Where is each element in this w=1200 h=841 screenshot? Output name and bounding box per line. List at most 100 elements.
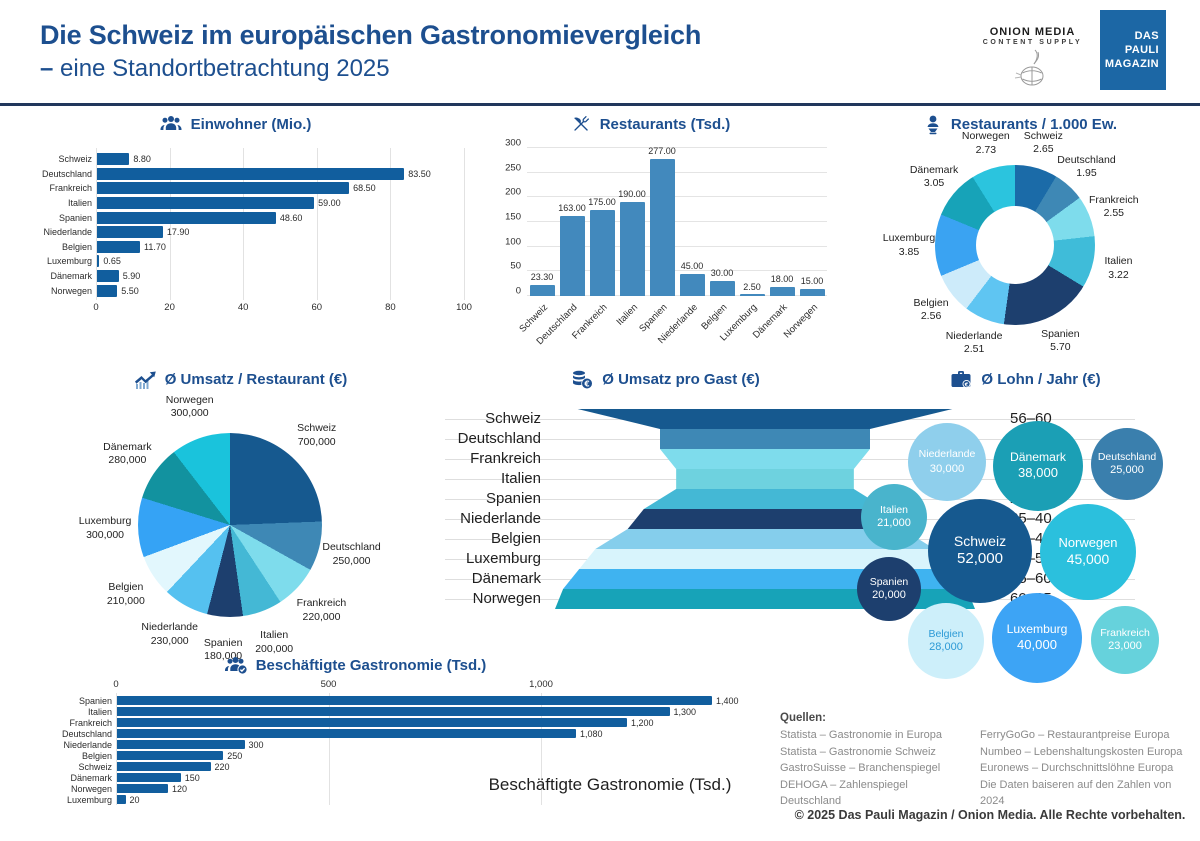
slice-label: Frankreich 220,000: [275, 597, 367, 624]
bubble-name: Frankreich: [1100, 626, 1150, 639]
value-label: 250: [227, 750, 243, 761]
slice-label-name: Deutschland: [322, 541, 381, 554]
slice-label: Norwegen 300,000: [144, 394, 236, 421]
subtitle-dash: –: [40, 55, 54, 82]
slice-label: Luxemburg 3.85: [863, 232, 955, 259]
bubble-luxemburg: Luxemburg 40,000: [992, 593, 1082, 683]
value-label: 83.50: [408, 168, 431, 179]
onion-logo-line1: ONION MEDIA: [989, 26, 1076, 38]
value-label: 20: [129, 794, 140, 805]
slice-label: Niederlande 2.51: [928, 330, 1020, 357]
slice-label-name: Spanien: [203, 636, 243, 649]
category-label: Luxemburg: [46, 256, 92, 267]
page-subtitle: – eine Standortbetrachtung 2025: [40, 55, 701, 83]
gridline: [169, 148, 171, 300]
bubble-name: Italien: [879, 503, 909, 516]
category-label: Deutschland: [457, 430, 541, 447]
axis-tick-label: 80: [385, 302, 396, 313]
cutlery-icon: [570, 113, 592, 135]
value-label: 120: [172, 783, 188, 794]
bar: [559, 215, 585, 296]
value-label: 15.00: [800, 275, 824, 286]
bar-row: Schweiz 220: [60, 761, 760, 772]
chart-body-umsatz-restaurant: Schweiz 700,000 Deutschland 250,000 Frankrei…: [70, 365, 410, 665]
gridline: [527, 221, 827, 222]
value-label: 1,200: [631, 717, 654, 728]
slice-label-name: Deutschland: [1057, 153, 1116, 166]
bar: [117, 729, 576, 738]
bubble-name: Norwegen: [1058, 535, 1118, 551]
gridline: [527, 270, 827, 272]
chart-lohn-pro-jahr: € Ø Lohn / Jahr (€) Niederlande 30,000 Dän…: [850, 365, 1200, 697]
slice-label-name: Spanien: [1041, 327, 1080, 340]
bar-rows: Schweiz 8.80 Deutschland 83.50 Frankreich 68.…: [40, 152, 480, 298]
value-label: 5.50: [121, 285, 139, 296]
onion-media-logo: ONION MEDIA CONTENT SUPPLY: [975, 26, 1090, 90]
chart-title-text: Beschäftigte Gastronomie (Tsd.): [255, 657, 487, 674]
category-label: Norwegen: [50, 285, 92, 296]
slice-label: Norwegen 2.73: [940, 130, 1032, 157]
funnel-band-frankreich: [660, 449, 870, 469]
bubble-name: Belgien: [928, 627, 964, 640]
slice-label-name: Italien: [260, 628, 289, 641]
axis-tick-label: 60: [311, 302, 323, 313]
chart-restaurants-pro-1000: Restaurants / 1.000 Ew. Schweiz 2.65 Deuts…: [855, 110, 1185, 362]
bar-row: Italien 1,300: [60, 706, 760, 717]
source-item: Numbeo – Lebenshaltungskosten Europa: [980, 745, 1183, 758]
slice-label: Belgien 210,000: [80, 581, 172, 608]
svg-text:€: €: [964, 382, 969, 388]
bar: [97, 270, 119, 283]
slice-label-value: 2.65: [1033, 143, 1054, 156]
bar: [649, 159, 675, 296]
bubble-value: 52,000: [956, 550, 1004, 568]
bar: [117, 795, 126, 804]
slice-label-value: 220,000: [302, 610, 341, 623]
bubble-deutschland: Deutschland 25,000: [1091, 428, 1163, 500]
slice-label-name: Italien: [1104, 254, 1133, 267]
chart-beschaeftigte: Beschäftigte Gastronomie (Tsd.) Spanien 1…: [60, 653, 760, 821]
axis-tick-label: 300: [505, 137, 521, 149]
axis-tick-label: 0: [93, 302, 99, 313]
slice-label: Italien 3.22: [1072, 255, 1164, 282]
slice-label-value: 2.73: [975, 143, 997, 156]
source-item: Statista – Gastronomie Schweiz: [780, 745, 936, 758]
slice-label-value: 200,000: [255, 642, 294, 655]
category-label: Deutschland: [41, 168, 92, 179]
category-label: Luxemburg: [465, 550, 541, 567]
bubble-name: Luxemburg: [1006, 622, 1068, 637]
category-label: Spanien: [485, 490, 541, 507]
axis-tick-label: 250: [505, 162, 521, 174]
bar-row: Dänemark 150: [60, 772, 760, 783]
bar: [97, 167, 405, 180]
chart-title-beschaeftigte: Beschäftigte Gastronomie (Tsd.): [60, 656, 650, 675]
chart-disc: [138, 433, 322, 617]
bubble-value: 20,000: [872, 588, 906, 601]
bar: [117, 773, 181, 782]
source-item: Die Daten baiseren auf den Zahlen von 20…: [980, 778, 1172, 808]
bubble-dänemark: Dänemark 38,000: [993, 421, 1083, 511]
category-label: Luxemburg: [66, 794, 112, 805]
category-label: Frankreich: [69, 717, 112, 728]
bar: [97, 182, 350, 195]
bar: [117, 762, 211, 771]
chart-einwohner: Einwohner (Mio.) Schweiz 8.80 Deutschland 8…: [40, 112, 480, 324]
bar: [117, 718, 627, 727]
gridline: [243, 148, 245, 300]
chart-body-restaurants-pro-1000: Schweiz 2.65 Deutschland 1.95 Frankreich 2.55…: [855, 110, 1185, 362]
gridline: [390, 148, 392, 300]
bar-row: Deutschland 83.50: [40, 167, 480, 182]
slice-label-name: Luxemburg: [78, 515, 132, 528]
bar: [799, 288, 825, 296]
chart-title-umsatz-pro-gast: € Ø Umsatz pro Gast (€): [445, 368, 885, 390]
bar-rows: Spanien 1,400 Italien 1,300 Frankreich 1,200 D…: [60, 695, 760, 805]
category-label: Deutschland: [61, 728, 112, 739]
source-item: Euronews – Durchschnittslöhne Europa: [980, 762, 1174, 774]
gridline: [527, 295, 827, 296]
source-item: GastroSuisse – Branchenspiegel: [780, 762, 941, 774]
bar: [97, 153, 130, 166]
slice-label: Luxemburg 300,000: [59, 515, 151, 542]
bubble-norwegen: Norwegen 45,000: [1040, 504, 1136, 600]
slice-label-value: 250,000: [332, 554, 371, 567]
axis-tick-label: 0: [515, 285, 521, 297]
slice-label-value: 5.70: [1050, 341, 1071, 354]
